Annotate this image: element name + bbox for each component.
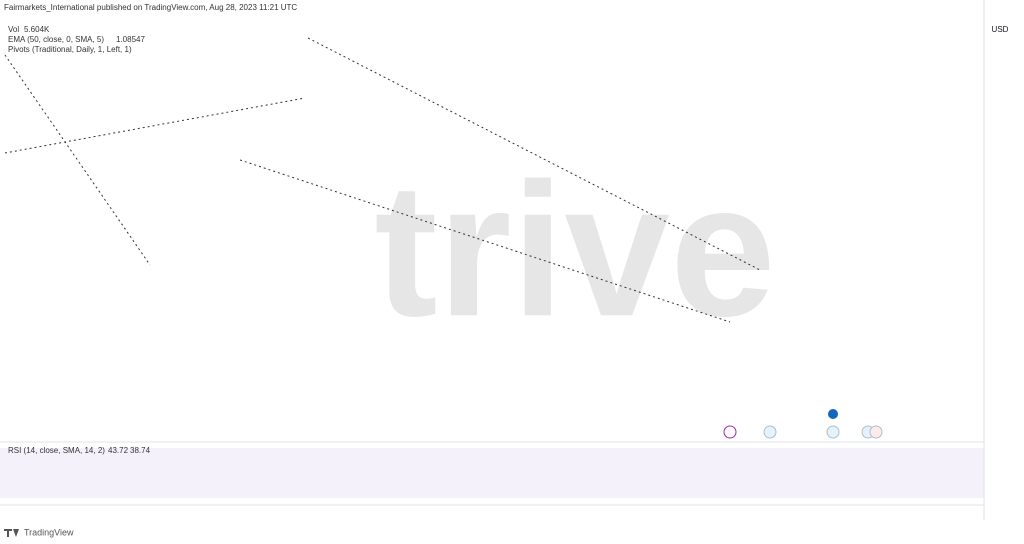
pivots-header: Pivots (Traditional, Daily, 1, Left, 1) [8,45,132,54]
watermark: trive [374,144,775,356]
volume-header-value: 5.604K [24,25,50,34]
trend-lines [4,37,761,323]
rsi-header-value: 43.72 [108,446,129,455]
rsi-pane [0,441,984,506]
event-icons [723,409,883,439]
event-icon [828,409,838,419]
event-icon [869,425,883,439]
watermark-group: trive [374,144,775,356]
trend-line [4,97,306,154]
currency: USD [992,25,1009,34]
ema-header-value: 1.08547 [116,35,145,44]
publisher: Fairmarkets_International published on T… [4,3,297,12]
rsi-header: RSI (14, close, SMA, 14, 2) [8,446,105,455]
logo-icon [4,529,19,537]
event-icon [763,425,777,439]
event-icon [826,425,840,439]
rsi-band [0,448,984,498]
ema-header: EMA (50, close, 0, SMA, 5) [8,35,104,44]
rsi-header-ma: 38.74 [130,446,151,455]
event-icon [723,425,737,439]
trend-line [239,159,731,323]
footer-logo: TradingView [24,527,74,537]
volume-header: Vol [8,25,19,34]
